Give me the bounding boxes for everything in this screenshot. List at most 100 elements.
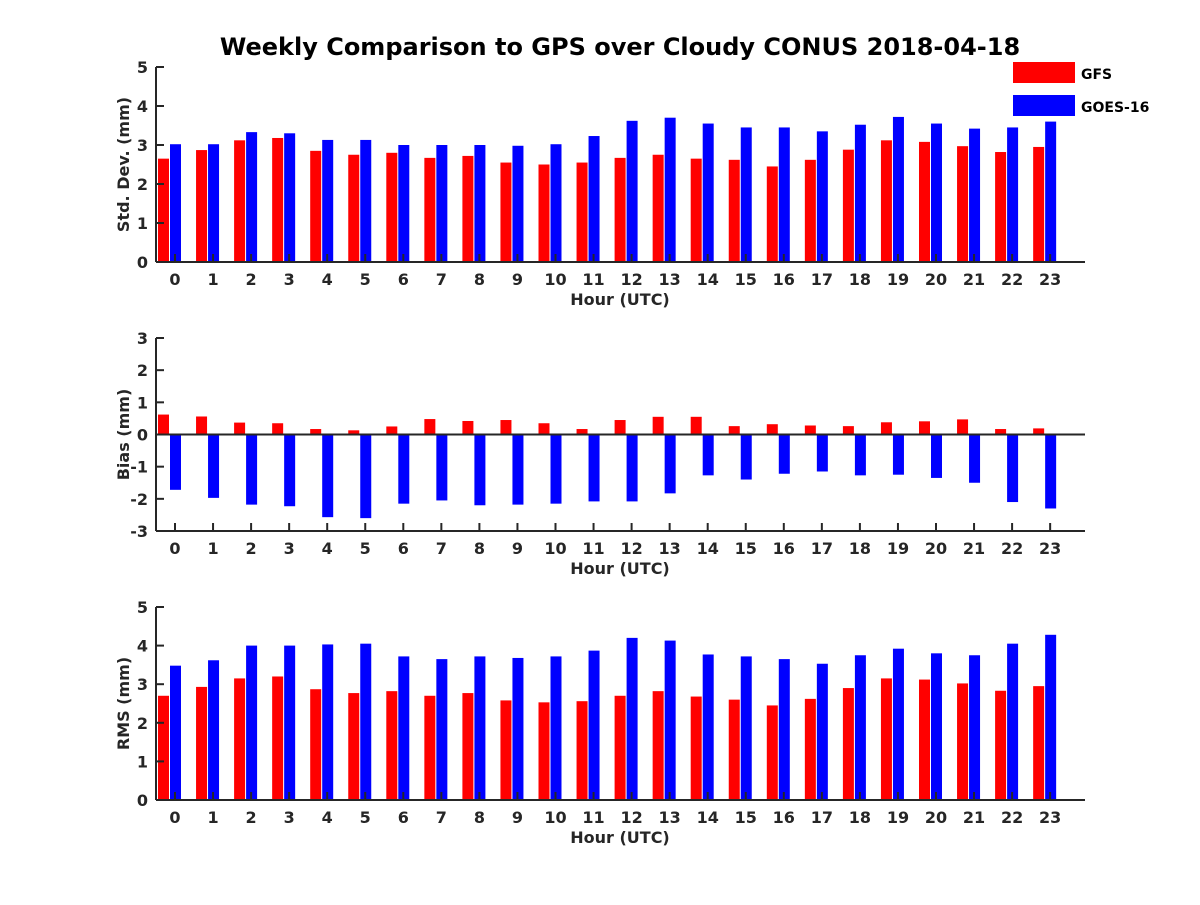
bar-rms-goes16-15 bbox=[740, 656, 752, 800]
x-tick-label-bias: 6 bbox=[398, 539, 409, 558]
bar-stddev-gfs-11 bbox=[576, 162, 588, 262]
bar-rms-gfs-16 bbox=[766, 705, 778, 800]
y-tick-label-rms: 0 bbox=[137, 791, 148, 810]
bar-rms-gfs-4 bbox=[310, 689, 322, 800]
bar-rms-goes16-23 bbox=[1045, 634, 1057, 800]
y-tick-label-stddev: 2 bbox=[137, 175, 148, 194]
x-tick-label-stddev: 3 bbox=[284, 270, 295, 289]
bar-rms-goes16-11 bbox=[588, 650, 600, 800]
bar-bias-goes16-11 bbox=[588, 434, 600, 502]
x-tick-label-bias: 21 bbox=[963, 539, 985, 558]
bar-rms-gfs-3 bbox=[272, 676, 284, 800]
bar-stddev-gfs-6 bbox=[386, 152, 398, 262]
y-tick-label-rms: 1 bbox=[137, 752, 148, 771]
bar-bias-goes16-15 bbox=[740, 434, 752, 480]
bar-rms-gfs-18 bbox=[842, 688, 854, 800]
x-tick-label-bias: 10 bbox=[544, 539, 566, 558]
bar-rms-goes16-22 bbox=[1007, 643, 1019, 800]
bar-rms-goes16-6 bbox=[398, 656, 410, 800]
x-tick-label-rms: 14 bbox=[697, 808, 719, 827]
bar-stddev-gfs-16 bbox=[766, 166, 778, 262]
bar-bias-gfs-7 bbox=[424, 419, 436, 435]
x-tick-label-stddev: 21 bbox=[963, 270, 985, 289]
bar-stddev-goes16-18 bbox=[854, 124, 866, 262]
x-tick-label-rms: 7 bbox=[436, 808, 447, 827]
bar-bias-gfs-14 bbox=[690, 416, 702, 435]
bar-rms-gfs-8 bbox=[462, 693, 474, 800]
y-tick-label-bias: 1 bbox=[137, 393, 148, 412]
x-tick-label-bias: 23 bbox=[1039, 539, 1061, 558]
x-tick-label-bias: 14 bbox=[697, 539, 719, 558]
y-tick-label-rms: 2 bbox=[137, 714, 148, 733]
bar-bias-gfs-23 bbox=[1033, 428, 1045, 435]
x-tick-label-rms: 3 bbox=[284, 808, 295, 827]
x-tick-label-stddev: 4 bbox=[322, 270, 333, 289]
bar-rms-goes16-10 bbox=[550, 656, 562, 800]
bar-bias-goes16-6 bbox=[398, 434, 410, 504]
bar-bias-goes16-1 bbox=[208, 434, 220, 498]
bar-bias-gfs-15 bbox=[728, 426, 740, 435]
bar-bias-goes16-12 bbox=[626, 434, 638, 502]
legend-label-goes16: GOES-16 bbox=[1081, 100, 1149, 116]
y-tick-label-stddev: 5 bbox=[137, 58, 148, 77]
bar-stddev-gfs-19 bbox=[880, 140, 892, 262]
bar-bias-gfs-20 bbox=[919, 421, 930, 435]
x-tick-label-bias: 1 bbox=[207, 539, 218, 558]
x-tick-label-bias: 9 bbox=[512, 539, 523, 558]
x-tick-label-rms: 0 bbox=[169, 808, 180, 827]
x-tick-label-bias: 16 bbox=[773, 539, 795, 558]
chart-title: Weekly Comparison to GPS over Cloudy CON… bbox=[220, 33, 1020, 61]
bar-bias-gfs-22 bbox=[995, 429, 1007, 435]
x-tick-label-bias: 15 bbox=[735, 539, 757, 558]
bar-rms-goes16-3 bbox=[284, 645, 296, 800]
bar-bias-goes16-8 bbox=[474, 434, 486, 506]
bar-bias-goes16-13 bbox=[664, 434, 676, 494]
bar-rms-gfs-22 bbox=[995, 690, 1007, 800]
bar-bias-gfs-2 bbox=[234, 422, 246, 435]
bar-rms-gfs-21 bbox=[957, 683, 969, 800]
x-tick-label-bias: 5 bbox=[360, 539, 371, 558]
bar-stddev-goes16-20 bbox=[931, 123, 942, 262]
x-axis-label-stddev: Hour (UTC) bbox=[570, 290, 670, 309]
bar-stddev-gfs-10 bbox=[538, 164, 550, 262]
y-tick-label-bias: -1 bbox=[130, 458, 148, 477]
x-tick-label-bias: 19 bbox=[887, 539, 909, 558]
bar-bias-gfs-21 bbox=[957, 419, 969, 435]
x-tick-label-rms: 23 bbox=[1039, 808, 1061, 827]
x-tick-label-stddev: 8 bbox=[474, 270, 485, 289]
bar-stddev-gfs-13 bbox=[652, 154, 664, 262]
x-tick-label-rms: 9 bbox=[512, 808, 523, 827]
x-tick-label-rms: 15 bbox=[735, 808, 757, 827]
bar-stddev-gfs-9 bbox=[500, 162, 512, 262]
bar-stddev-goes16-21 bbox=[969, 128, 981, 262]
bar-bias-goes16-21 bbox=[969, 434, 981, 483]
x-tick-label-rms: 21 bbox=[963, 808, 985, 827]
bar-rms-gfs-13 bbox=[652, 691, 664, 800]
x-tick-label-bias: 17 bbox=[811, 539, 833, 558]
bar-stddev-gfs-18 bbox=[842, 149, 854, 262]
x-tick-label-bias: 20 bbox=[925, 539, 947, 558]
bar-stddev-goes16-1 bbox=[208, 144, 220, 262]
bar-rms-goes16-7 bbox=[436, 659, 448, 800]
bar-stddev-goes16-4 bbox=[322, 139, 334, 262]
bar-bias-gfs-13 bbox=[652, 416, 664, 435]
x-tick-label-bias: 18 bbox=[849, 539, 871, 558]
bar-stddev-goes16-13 bbox=[664, 117, 676, 262]
bar-stddev-gfs-12 bbox=[614, 157, 626, 262]
y-tick-label-rms: 3 bbox=[137, 675, 148, 694]
bar-stddev-gfs-20 bbox=[919, 141, 930, 262]
bar-bias-gfs-4 bbox=[310, 429, 322, 435]
x-tick-label-rms: 20 bbox=[925, 808, 947, 827]
bar-bias-gfs-16 bbox=[766, 424, 778, 435]
y-tick-label-rms: 4 bbox=[137, 637, 148, 656]
y-tick-label-stddev: 4 bbox=[137, 97, 148, 116]
bar-stddev-gfs-15 bbox=[728, 159, 740, 262]
x-tick-label-rms: 17 bbox=[811, 808, 833, 827]
bar-bias-goes16-18 bbox=[854, 434, 866, 476]
bar-rms-gfs-7 bbox=[424, 695, 436, 800]
bar-rms-goes16-9 bbox=[512, 657, 524, 800]
